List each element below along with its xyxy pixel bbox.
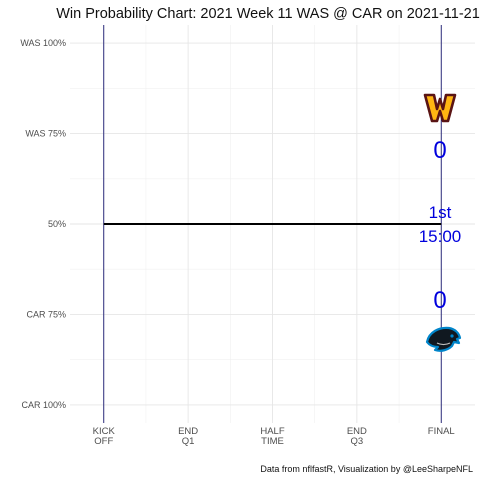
chart-title: Win Probability Chart: 2021 Week 11 WAS … bbox=[56, 6, 480, 22]
y-axis-ticks: WAS 100% WAS 75% 50% CAR 75% CAR 100% bbox=[20, 38, 66, 410]
x-axis-ticks: KICK OFF END Q1 HALF TIME END Q3 FINAL bbox=[93, 426, 455, 447]
x-tick-label: END Q1 bbox=[178, 426, 198, 447]
x-tick-label: KICK OFF bbox=[93, 426, 116, 447]
y-tick-label: WAS 100% bbox=[20, 38, 66, 48]
car-team-logo-icon bbox=[425, 326, 462, 352]
home-team-score: 0 bbox=[433, 287, 446, 314]
x-tick-label: FINAL bbox=[428, 426, 455, 437]
x-tick-label: HALF TIME bbox=[260, 426, 284, 447]
away-team-score: 0 bbox=[433, 137, 446, 164]
y-tick-label: WAS 75% bbox=[25, 129, 66, 139]
x-tick-label: END Q3 bbox=[347, 426, 367, 447]
game-clock-time: 15:00 bbox=[419, 227, 462, 246]
game-quarter: 1st bbox=[429, 203, 452, 222]
was-team-logo-icon bbox=[423, 93, 457, 123]
y-tick-label: 50% bbox=[48, 219, 66, 229]
chart-caption: Data from nflfastR, Visualization by @Le… bbox=[260, 464, 473, 474]
y-tick-label: CAR 75% bbox=[26, 309, 66, 319]
y-tick-label: CAR 100% bbox=[21, 400, 66, 410]
